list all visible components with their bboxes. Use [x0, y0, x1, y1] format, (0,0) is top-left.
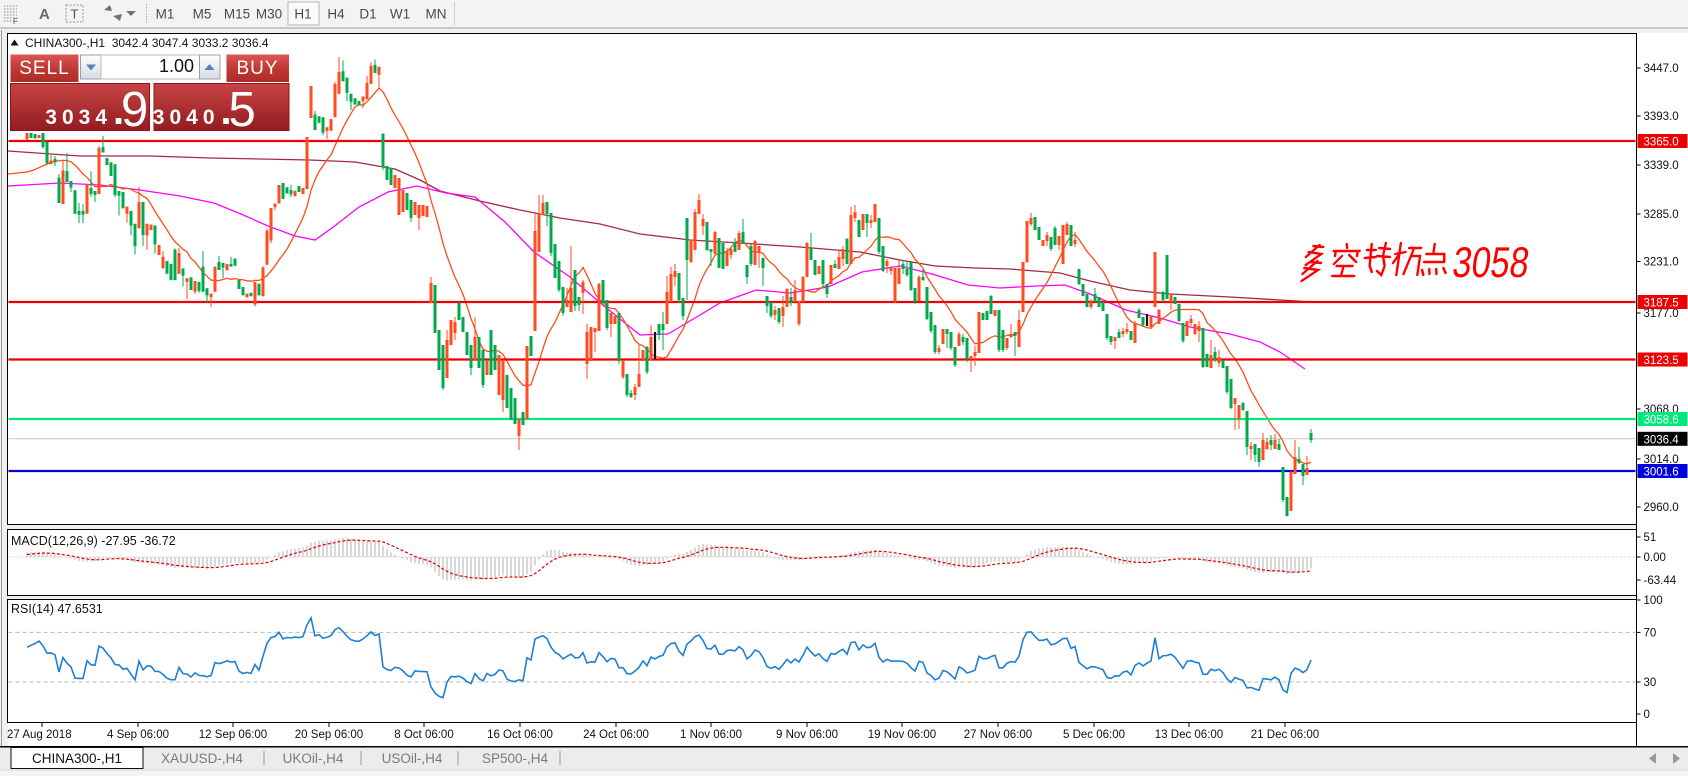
- svg-text:4 Sep 06:00: 4 Sep 06:00: [107, 729, 169, 741]
- svg-text:3285.0: 3285.0: [1644, 209, 1679, 221]
- svg-text:UKOil-,H4: UKOil-,H4: [283, 751, 344, 766]
- svg-text:20 Sep 06:00: 20 Sep 06:00: [295, 729, 363, 741]
- svg-text:M5: M5: [193, 7, 212, 22]
- svg-text:9: 9: [121, 83, 148, 137]
- svg-text:H4: H4: [327, 7, 345, 22]
- svg-text:M1: M1: [156, 7, 175, 22]
- svg-text:8 Oct 06:00: 8 Oct 06:00: [394, 729, 453, 741]
- svg-text:0: 0: [1644, 709, 1650, 721]
- svg-text:27 Nov 06:00: 27 Nov 06:00: [964, 729, 1032, 741]
- svg-text:SP500-,H4: SP500-,H4: [482, 751, 549, 766]
- svg-text:3177.0: 3177.0: [1644, 308, 1679, 320]
- svg-text:51: 51: [1644, 532, 1657, 544]
- svg-text:F: F: [13, 17, 18, 26]
- svg-text:BUY: BUY: [236, 58, 278, 79]
- svg-text:H1: H1: [294, 7, 311, 22]
- svg-text:30: 30: [1644, 677, 1657, 689]
- svg-text:.: .: [221, 89, 232, 133]
- svg-text:D1: D1: [359, 7, 376, 22]
- svg-text:3001.6: 3001.6: [1644, 467, 1679, 479]
- svg-text:3447.0: 3447.0: [1644, 63, 1679, 75]
- svg-text:RSI(14) 47.6531: RSI(14) 47.6531: [11, 602, 103, 616]
- svg-text:3231.0: 3231.0: [1644, 257, 1679, 269]
- svg-text:XAUUSD-,H4: XAUUSD-,H4: [161, 751, 243, 766]
- svg-text:5: 5: [229, 83, 256, 137]
- svg-text:1.00: 1.00: [159, 56, 194, 76]
- svg-text:3187.5: 3187.5: [1644, 298, 1679, 310]
- svg-text:3040: 3040: [153, 106, 220, 129]
- svg-text:12 Sep 06:00: 12 Sep 06:00: [199, 729, 267, 741]
- svg-text:1 Nov 06:00: 1 Nov 06:00: [680, 729, 742, 741]
- svg-text:M15: M15: [224, 7, 250, 22]
- svg-text:.: .: [113, 89, 124, 133]
- svg-text:CHINA300-,H1 3042.4 3047.4 30: CHINA300-,H1 3042.4 3047.4 3033.2 3036.4: [25, 36, 269, 50]
- svg-text:3393.0: 3393.0: [1644, 111, 1679, 123]
- svg-text:SELL: SELL: [19, 58, 69, 79]
- svg-text:A: A: [39, 6, 50, 23]
- svg-text:MN: MN: [426, 7, 447, 22]
- svg-text:CHINA300-,H1: CHINA300-,H1: [32, 751, 122, 766]
- svg-text:13 Dec 06:00: 13 Dec 06:00: [1155, 729, 1223, 741]
- svg-text:-63.44: -63.44: [1644, 575, 1677, 587]
- svg-text:3058.6: 3058.6: [1644, 415, 1679, 427]
- svg-text:3365.0: 3365.0: [1644, 137, 1679, 149]
- svg-text:2960.0: 2960.0: [1644, 502, 1679, 514]
- svg-text:T: T: [71, 7, 79, 22]
- svg-text:3014.0: 3014.0: [1644, 454, 1679, 466]
- svg-text:9 Nov 06:00: 9 Nov 06:00: [776, 729, 838, 741]
- svg-text:3339.0: 3339.0: [1644, 160, 1679, 172]
- svg-text:5 Dec 06:00: 5 Dec 06:00: [1063, 729, 1125, 741]
- svg-text:24 Oct 06:00: 24 Oct 06:00: [583, 729, 649, 741]
- svg-text:19 Nov 06:00: 19 Nov 06:00: [868, 729, 936, 741]
- svg-text:27 Aug 2018: 27 Aug 2018: [7, 729, 72, 741]
- svg-text:3123.5: 3123.5: [1644, 355, 1679, 367]
- svg-text:16 Oct 06:00: 16 Oct 06:00: [487, 729, 553, 741]
- svg-text:M30: M30: [256, 7, 282, 22]
- svg-text:3036.4: 3036.4: [1644, 434, 1680, 446]
- svg-text:0.00: 0.00: [1644, 552, 1666, 564]
- svg-text:21 Dec 06:00: 21 Dec 06:00: [1251, 729, 1319, 741]
- svg-text:W1: W1: [390, 7, 410, 22]
- svg-text:70: 70: [1644, 627, 1657, 639]
- svg-text:3058: 3058: [1450, 239, 1533, 287]
- svg-text:100: 100: [1644, 595, 1663, 607]
- svg-text:3034: 3034: [45, 106, 112, 129]
- svg-text:USOil-,H4: USOil-,H4: [382, 751, 443, 766]
- svg-text:MACD(12,26,9) -27.95 -36.72: MACD(12,26,9) -27.95 -36.72: [11, 534, 176, 548]
